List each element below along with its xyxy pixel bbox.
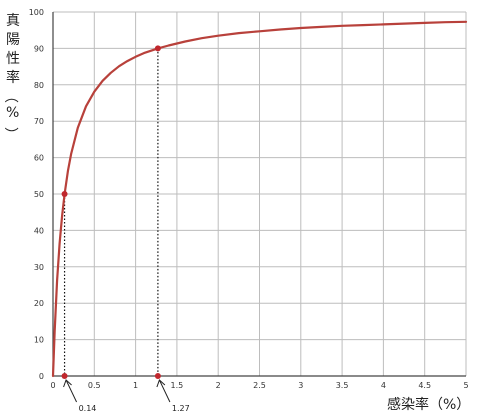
- x-tick-label: 4: [381, 381, 386, 390]
- x-tick-label: 3.5: [336, 381, 349, 390]
- point-label: 0.14: [79, 404, 97, 413]
- x-tick-label: 1: [133, 381, 138, 390]
- axis-point-marker: [154, 373, 161, 379]
- arrow-line: [65, 379, 78, 403]
- y-tick-label: 100: [29, 8, 44, 17]
- x-tick-label: 5: [463, 381, 468, 390]
- grid: [52, 11, 467, 377]
- axis-point-marker: [61, 373, 68, 379]
- curve-point-marker: [154, 45, 161, 52]
- y-axis-label-char: （: [2, 89, 18, 103]
- y-tick-label: 60: [34, 154, 44, 163]
- x-tick-label: 0.5: [88, 381, 101, 390]
- y-axis-label-char: 率: [6, 70, 20, 86]
- markers: [61, 45, 161, 379]
- x-axis-label: 感染率（%）: [387, 397, 471, 413]
- y-axis-label-char: 陽: [6, 32, 20, 48]
- x-tick-label: 1.5: [171, 381, 184, 390]
- point-label: 1.27: [172, 404, 190, 413]
- tick-labels: 0 0.5 1 1.5 2 2.5 3 3.5 4 4.5 50102030405060708090…: [29, 8, 469, 390]
- y-tick-label: 0: [39, 372, 44, 381]
- arrow-head: [156, 379, 166, 388]
- guide-lines: [63, 48, 159, 376]
- axes: [52, 12, 466, 377]
- y-tick-label: 30: [34, 263, 44, 272]
- annotations: 0.14 1.27: [63, 379, 190, 413]
- series: [51, 20, 468, 378]
- y-tick-label: 50: [34, 190, 44, 199]
- x-tick-label: 3: [298, 381, 303, 390]
- series-line: [51, 20, 468, 378]
- y-axis-label-char: %: [6, 105, 20, 121]
- y-axis-label-char: 真: [6, 13, 20, 29]
- arrow-line: [158, 379, 171, 403]
- arrow-head: [63, 379, 72, 388]
- y-tick-label: 70: [34, 117, 44, 126]
- y-axis-label-char: 性: [6, 51, 20, 67]
- y-tick-label: 90: [34, 44, 44, 53]
- y-axis-label-char: ）: [2, 127, 18, 141]
- y-tick-label: 10: [34, 336, 44, 345]
- y-tick-label: 20: [34, 299, 44, 308]
- x-tick-label: 0: [50, 381, 55, 390]
- y-tick-label: 80: [34, 81, 44, 90]
- y-tick-label: 40: [34, 226, 44, 235]
- x-tick-label: 4.5: [418, 381, 431, 390]
- curve-point-marker: [61, 191, 68, 197]
- x-tick-label: 2: [216, 381, 221, 390]
- x-tick-label: 2.5: [253, 381, 266, 390]
